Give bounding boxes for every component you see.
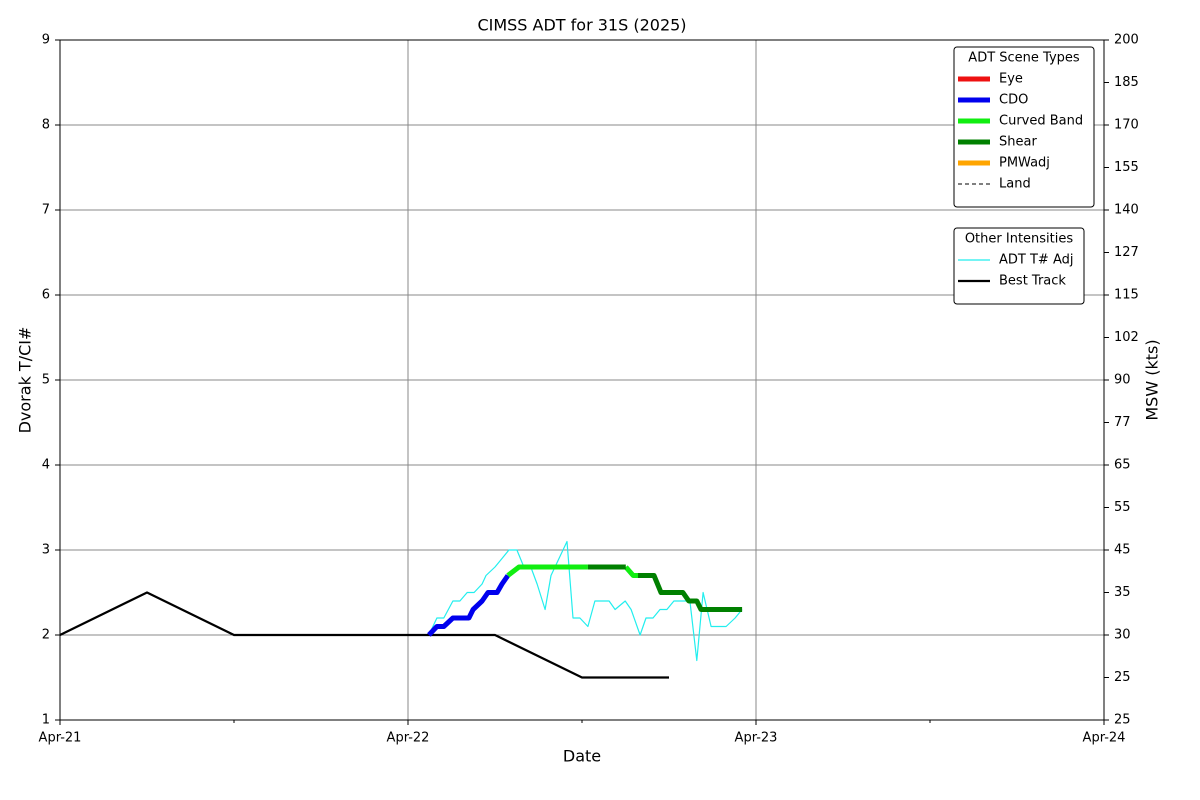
y2-axis-label: MSW (kts) xyxy=(1143,339,1162,420)
y-tick-label: 3 xyxy=(42,543,50,558)
x-tick-label: Apr-24 xyxy=(1083,731,1126,746)
y2-tick-label: 77 xyxy=(1114,415,1131,430)
y2-tick-label: 45 xyxy=(1114,543,1131,558)
legend-label: Best Track xyxy=(999,274,1066,289)
y-tick-label: 6 xyxy=(42,288,50,303)
y2-tick-label: 127 xyxy=(1114,245,1139,260)
y2-tick-label: 200 xyxy=(1114,33,1139,48)
series-line xyxy=(427,574,510,637)
y-tick-label: 4 xyxy=(42,458,50,473)
legend-title: ADT Scene Types xyxy=(968,51,1080,66)
series-line xyxy=(638,573,743,612)
y-axis-label: Dvorak T/CI# xyxy=(16,327,35,434)
x-tick-label: Apr-23 xyxy=(735,731,778,746)
y2-tick-label: 25 xyxy=(1114,670,1131,685)
y2-tick-label: 155 xyxy=(1114,160,1139,175)
y2-tick-label: 30 xyxy=(1114,628,1131,643)
y-tick-label: 2 xyxy=(42,628,50,643)
y2-tick-label: 115 xyxy=(1114,288,1139,303)
y-tick-label: 8 xyxy=(42,118,50,133)
legend-label: Curved Band xyxy=(999,114,1083,129)
y-tick-label: 7 xyxy=(42,203,50,218)
y2-tick-label: 35 xyxy=(1114,585,1131,600)
legend-title: Other Intensities xyxy=(965,232,1074,247)
legend-label: Eye xyxy=(999,72,1023,87)
y2-tick-label: 102 xyxy=(1114,330,1139,345)
series-line xyxy=(623,565,638,578)
series-line xyxy=(506,564,588,578)
y-tick-label: 5 xyxy=(42,373,50,388)
legend-label: Shear xyxy=(999,135,1037,150)
y-tick-label: 9 xyxy=(42,33,50,48)
legend-label: CDO xyxy=(999,93,1028,108)
x-axis-label: Date xyxy=(563,747,601,766)
y2-tick-label: 90 xyxy=(1114,373,1131,388)
legend-label: ADT T# Adj xyxy=(999,253,1073,268)
y2-tick-label: 25 xyxy=(1114,713,1131,728)
y2-tick-label: 55 xyxy=(1114,500,1131,515)
y-tick-label: 1 xyxy=(42,713,50,728)
legend-box xyxy=(953,46,1095,208)
legend-label: PMWadj xyxy=(999,156,1050,171)
x-tick-label: Apr-22 xyxy=(387,731,430,746)
y2-tick-label: 65 xyxy=(1114,458,1131,473)
y2-tick-label: 140 xyxy=(1114,203,1139,218)
x-tick-label: Apr-21 xyxy=(39,731,82,746)
y2-tick-label: 170 xyxy=(1114,118,1139,133)
chart-title: CIMSS ADT for 31S (2025) xyxy=(477,16,686,35)
y2-tick-label: 185 xyxy=(1114,75,1139,90)
plot-frame xyxy=(59,39,1105,721)
legend-box xyxy=(953,227,1085,305)
legend-label: Land xyxy=(999,177,1031,192)
series-line xyxy=(59,591,669,679)
